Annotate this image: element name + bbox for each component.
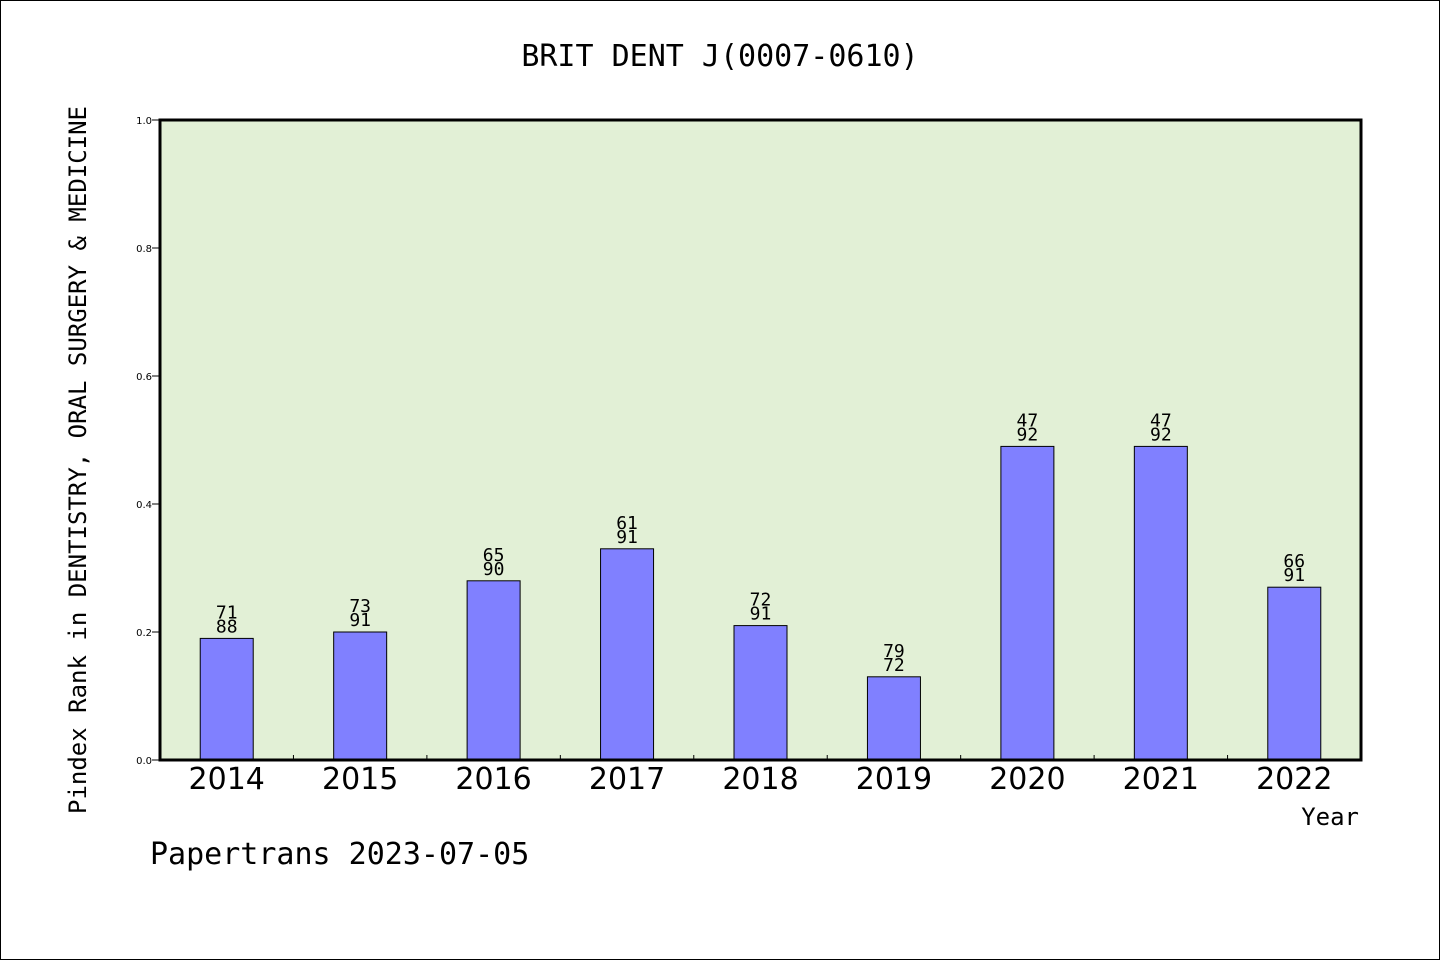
- bar-label-top: 65: [483, 545, 505, 566]
- x-tick-label: 2022: [1256, 762, 1332, 797]
- x-tick-label: 2019: [856, 762, 932, 797]
- bars-layer: [199, 445, 1322, 761]
- y-tick-label: 1.0: [136, 116, 152, 127]
- y-tick-label: 0.6: [136, 372, 152, 383]
- bar-label-top: 73: [349, 596, 371, 617]
- x-tick-label: 2014: [189, 762, 265, 797]
- bar-2018: [733, 625, 788, 761]
- bar-2021: [1133, 445, 1188, 761]
- y-tick-label: 0.4: [136, 500, 152, 511]
- bar-label-bottom: 92: [1150, 424, 1172, 445]
- bar-label-top: 61: [616, 513, 638, 534]
- bar-2017: [600, 548, 655, 761]
- bar-label-bottom: 72: [883, 655, 905, 676]
- bar-label-top: 66: [1283, 551, 1305, 572]
- bar-label-bottom: 91: [349, 610, 371, 631]
- chart-title: BRIT DENT J(0007-0610): [521, 39, 918, 74]
- bar-label-bottom: 88: [216, 616, 238, 637]
- bar-label-bottom: 90: [483, 559, 505, 580]
- bar-2019: [866, 676, 921, 761]
- bar-label-bottom: 91: [750, 604, 772, 625]
- y-tick-label: 0.8: [136, 244, 152, 255]
- y-axis-ticks: 0.0 0.2 0.4 0.6 0.8 1.0: [136, 116, 160, 767]
- x-axis-label: Year: [1301, 803, 1359, 831]
- bar-2020: [1000, 445, 1055, 761]
- bar-label-bottom: 91: [1283, 565, 1305, 586]
- y-tick-label: 0.0: [136, 756, 152, 767]
- bar-2022: [1267, 586, 1322, 761]
- x-tick-label: 2016: [455, 762, 531, 797]
- x-tick-label: 2017: [589, 762, 665, 797]
- plot-border: [158, 118, 1363, 762]
- bar-label-top: 79: [883, 641, 905, 662]
- y-tick-label: 0.2: [136, 628, 152, 639]
- bar-label-top: 71: [216, 602, 238, 623]
- x-tick-label: 2018: [722, 762, 798, 797]
- x-tick-label: 2015: [322, 762, 398, 797]
- bar-label-bottom: 91: [616, 527, 638, 548]
- bar-2016: [466, 580, 521, 761]
- x-tick-label: 2021: [1123, 762, 1199, 797]
- bar-2014: [199, 637, 254, 761]
- x-axis-ticks: 2014 2015 2016 2017 2018 2019 2020 2021 2022: [189, 755, 1332, 797]
- bar-label-top: 47: [1017, 410, 1039, 431]
- bar-label-top: 72: [750, 590, 772, 611]
- y-axis-label: Pindex Rank in DENTISTRY, ORAL SURGERY &…: [64, 106, 92, 814]
- bar-label-top: 47: [1150, 410, 1172, 431]
- footer-credit: Papertrans 2023-07-05: [150, 837, 529, 872]
- x-tick-label: 2020: [989, 762, 1065, 797]
- bar-2015: [333, 631, 388, 761]
- bar-label-bottom: 92: [1017, 424, 1039, 445]
